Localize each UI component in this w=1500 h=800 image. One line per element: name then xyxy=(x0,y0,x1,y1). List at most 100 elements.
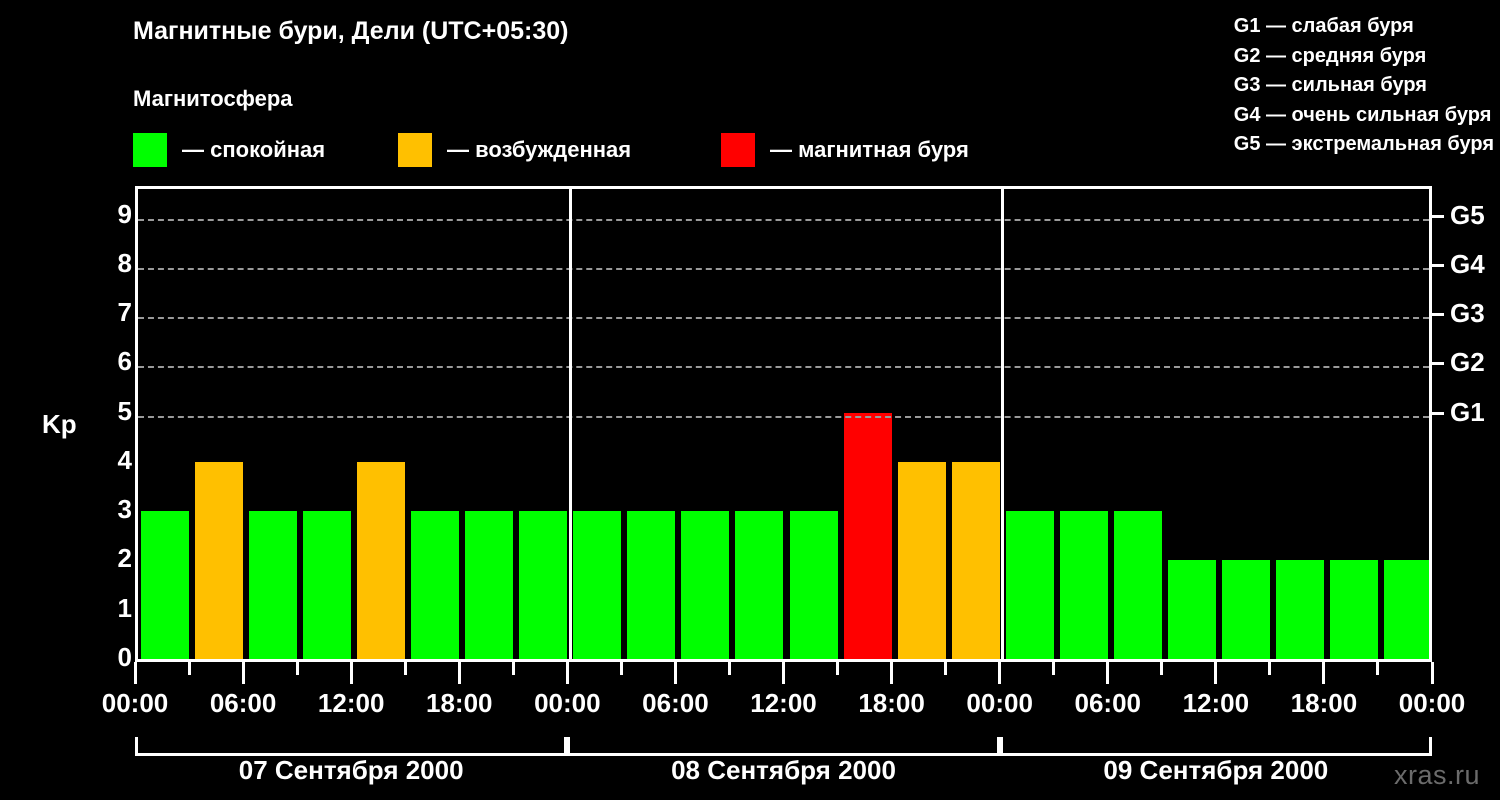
day-bracket-1 xyxy=(135,737,568,756)
y-axis-ticks: 0 1 2 3 4 5 6 7 8 9 xyxy=(60,0,199,800)
y-tick-label-6: 6 xyxy=(117,346,132,377)
g-tickmark-G1 xyxy=(1432,411,1444,415)
x-tickmark-23 xyxy=(1376,662,1380,675)
x-tickmark-17 xyxy=(1052,662,1056,675)
orange-square-swatch xyxy=(398,133,432,167)
g-axis-label-G4: G4 xyxy=(1450,248,1485,279)
y-tick-label-8: 8 xyxy=(117,247,132,278)
bar xyxy=(357,461,406,659)
legend-item-2: — магнитная буря xyxy=(721,133,969,167)
bars-layer xyxy=(138,189,1429,659)
gridline-kp-7 xyxy=(138,317,1429,320)
x-tickmark-14 xyxy=(890,662,894,684)
gscale-list: G1 — слабая буря G2 — средняя буря G3 — си… xyxy=(1234,12,1494,160)
bar xyxy=(1329,560,1378,659)
g-axis-label-G1: G1 xyxy=(1450,396,1485,427)
g-tickmark-G3 xyxy=(1432,313,1444,317)
y-tick-label-5: 5 xyxy=(117,395,132,426)
y-tick-label-9: 9 xyxy=(117,198,132,229)
day-separator-1 xyxy=(568,189,572,659)
x-tickmark-21 xyxy=(1268,662,1272,675)
x-tick-label-10: 12:00 xyxy=(1182,688,1250,718)
gscale-legend: G1 — слабая буря G2 — средняя буря G3 — си… xyxy=(1234,12,1494,160)
y-tick-label-1: 1 xyxy=(117,592,132,623)
gridline-kp-6 xyxy=(138,366,1429,369)
y-tick-label-7: 7 xyxy=(117,297,132,328)
g-tickmark-G4 xyxy=(1432,263,1444,267)
bar xyxy=(1167,560,1216,659)
x-tickmark-6 xyxy=(457,662,461,684)
gscale-row-1: G1 — слабая буря xyxy=(1233,15,1414,37)
bar xyxy=(303,511,352,659)
legend-item-label: — магнитная буря xyxy=(770,137,969,162)
bar xyxy=(1383,560,1429,659)
y-tick-label-4: 4 xyxy=(117,444,132,475)
g-axis-ticks: G1 G2 G3 G4 G5 xyxy=(1432,0,1500,800)
y-tick-label-3: 3 xyxy=(117,494,132,525)
x-tickmark-8 xyxy=(565,662,569,684)
day-separator-2 xyxy=(1001,189,1005,659)
day-label-1: 07 Сентября 2000 xyxy=(238,755,464,785)
x-tickmark-3 xyxy=(295,662,299,675)
x-tick-label-7: 18:00 xyxy=(858,688,925,718)
red-square-swatch xyxy=(721,133,755,167)
gscale-row-3: G3 — сильная буря xyxy=(1233,74,1427,96)
page-title: Магнитные бури, Дели (UTC+05:30) xyxy=(133,17,569,45)
x-tickmark-0 xyxy=(133,662,137,684)
y-tick-label-0: 0 xyxy=(117,642,132,672)
bar xyxy=(951,461,1000,659)
legend-item-label: — спокойная xyxy=(182,137,326,162)
g-axis-label-G2: G2 xyxy=(1450,347,1485,378)
x-tick-label-3: 18:00 xyxy=(426,688,493,718)
bar xyxy=(681,511,730,659)
legend-item-label: — возбужденная xyxy=(447,137,632,162)
bar xyxy=(1005,511,1054,659)
x-tick-label-11: 18:00 xyxy=(1290,688,1358,718)
x-tick-label-5: 06:00 xyxy=(642,688,709,718)
magnetosphere-legend: — спокойная — возбужденная — магнитная бур… xyxy=(133,133,1053,167)
bar xyxy=(519,511,568,659)
watermark: xras.ru xyxy=(1394,760,1481,790)
bar xyxy=(1059,511,1108,659)
y-axis-label: Kp xyxy=(42,409,77,439)
magnetosphere-subtitle: Магнитосфера xyxy=(133,86,293,111)
bar xyxy=(465,511,514,659)
x-tickmark-18 xyxy=(1106,662,1110,684)
x-tickmark-5 xyxy=(403,662,407,675)
y-tick-label-2: 2 xyxy=(117,543,132,574)
gscale-row-5: G5 — экстремальная буря xyxy=(1233,133,1494,155)
x-tickmark-4 xyxy=(349,662,353,684)
day-label-3: 09 Сентября 2000 xyxy=(1103,755,1329,785)
x-tickmark-9 xyxy=(619,662,623,675)
gridline-kp-9 xyxy=(138,218,1429,221)
day-label-2: 08 Сентября 2000 xyxy=(671,755,896,785)
gridline-kp-5 xyxy=(138,415,1429,418)
bar xyxy=(141,511,190,659)
bar xyxy=(789,511,838,659)
legend-item-1: — возбужденная xyxy=(398,133,631,167)
bar xyxy=(249,511,298,659)
x-tick-label-8: 00:00 xyxy=(966,688,1033,718)
x-tickmark-2 xyxy=(241,662,245,684)
g-axis-label-G5: G5 xyxy=(1450,199,1485,230)
legend-item-0: — спокойная xyxy=(133,133,325,167)
day-bracket-3 xyxy=(999,737,1432,756)
x-tickmark-15 xyxy=(944,662,948,675)
plot-area xyxy=(135,186,1432,659)
x-tickmark-16 xyxy=(998,662,1002,684)
x-tick-label-0: 00:00 xyxy=(101,688,169,718)
x-axis-line xyxy=(135,659,1432,662)
gscale-row-2: G2 — средняя буря xyxy=(1233,44,1427,67)
bar xyxy=(735,511,784,659)
x-tickmark-1 xyxy=(187,662,191,675)
bar xyxy=(195,461,244,659)
x-tickmark-19 xyxy=(1160,662,1164,675)
bar xyxy=(573,511,622,659)
g-tickmark-G5 xyxy=(1432,214,1444,218)
x-tickmark-13 xyxy=(836,662,840,675)
bar xyxy=(627,511,676,659)
bar xyxy=(411,511,460,659)
gscale-row-4: G4 — очень сильная буря xyxy=(1233,103,1492,126)
x-tickmark-10 xyxy=(673,662,677,684)
